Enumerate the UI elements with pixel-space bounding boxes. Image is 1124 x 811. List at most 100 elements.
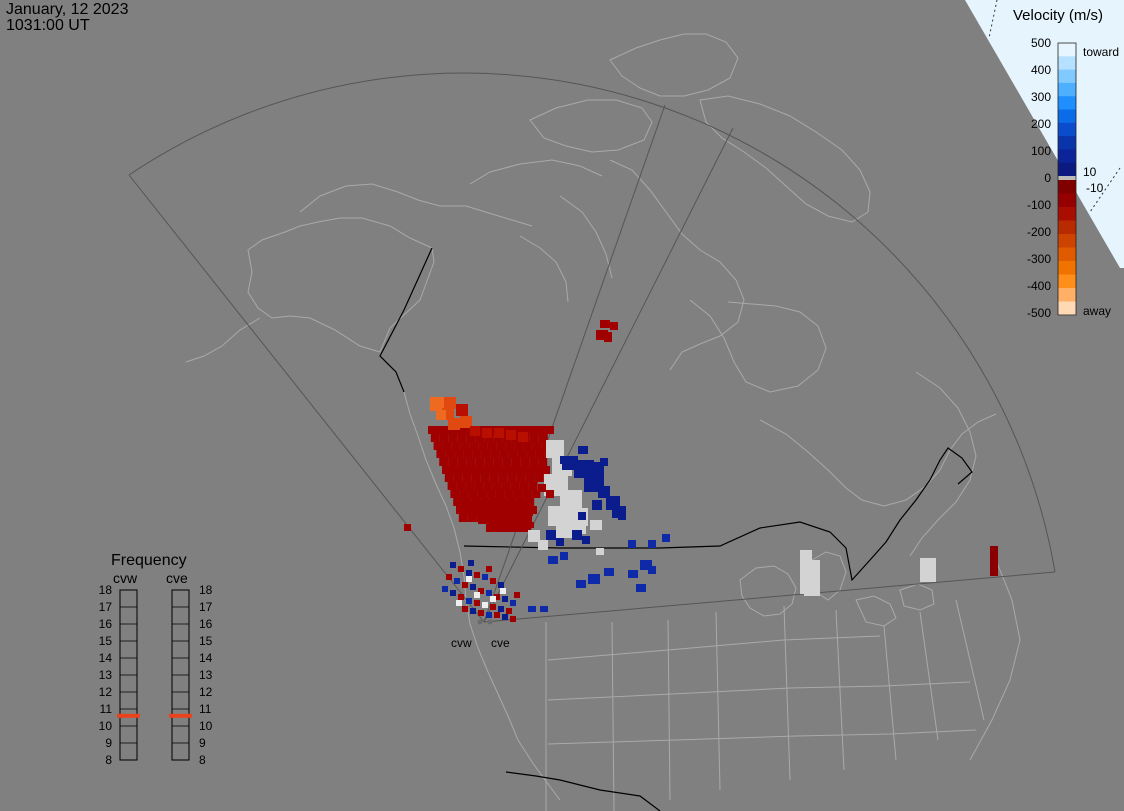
velocity-cell [540,606,548,612]
velocity-colorbar: Velocity (m/s) 500 400 300 200 100 0 -100 -200 -… [1013,7,1119,320]
velocity-cell [648,566,656,574]
frequency-scale-label-left: 15 [99,634,113,648]
colorbar-tick-label: -300 [1027,252,1051,266]
frequency-scale-label-left: 11 [100,702,113,716]
velocity-cell [487,466,496,474]
velocity-cell [598,486,610,498]
frequency-grid: 18 18 17 17 16 16 15 15 14 14 13 13 12 12 11 11 10 10 9 9 8 8 [99,583,213,767]
velocity-cell [454,450,464,458]
velocity-cell [466,598,472,604]
velocity-cell [508,450,518,458]
colorbar-tick-label: 400 [1031,63,1051,77]
velocity-cell [535,450,545,458]
frequency-scale-label-right: 12 [199,685,213,699]
frequency-scale-label-right: 17 [199,600,213,614]
colorbar-tick-label: -100 [1027,198,1051,212]
velocity-cell [497,508,506,516]
colorbar-tick-label: -400 [1027,279,1051,293]
velocity-cell [468,560,474,566]
velocity-cell [531,490,541,498]
velocity-cell [511,434,521,442]
colorbar-tick-label: 200 [1031,117,1051,131]
velocity-cell [488,508,497,516]
velocity-cell [482,428,492,438]
frequency-scale-label-right: 15 [199,634,213,648]
velocity-cell [439,458,449,466]
frequency-scale-label-right: 10 [199,719,213,733]
frequency-scale-label-left: 18 [99,583,113,597]
velocity-cell [442,586,448,592]
colorbar-away-step [1058,193,1076,208]
velocity-cell [451,442,461,450]
velocity-cell [487,516,496,524]
velocity-cell [500,588,506,594]
velocity-cell [479,508,488,516]
station-markers: cvw cve [451,619,510,650]
velocity-cell [453,474,463,482]
velocity-cell [519,482,529,490]
velocity-cell [445,450,455,458]
colorbar-toward-step [1058,122,1076,137]
colorbar-tick-label: 500 [1031,36,1051,50]
velocity-cell [486,566,492,572]
velocity-cell [560,552,568,560]
velocity-cell [541,466,550,474]
velocity-cell [556,522,576,538]
velocity-cell [498,500,507,508]
velocity-cell [523,442,533,450]
colorbar-frame [1057,42,1077,316]
colorbar-small-neg: -10 [1086,181,1104,195]
velocity-cell [428,426,437,434]
velocity-cell [522,524,531,532]
velocity-cell [483,482,493,490]
velocity-cell [534,474,544,482]
velocity-cell [990,546,998,576]
velocity-cell [482,574,488,580]
frequency-scale-label-right: 9 [199,736,206,750]
velocity-cell [474,600,480,606]
velocity-cell [582,536,590,544]
velocity-cell [507,474,517,482]
velocity-cell [474,592,480,598]
colorbar-toward-step [1058,136,1076,150]
frequency-scale-label-right: 14 [199,651,213,665]
velocity-cell [574,460,594,478]
velocity-cell [468,490,478,498]
velocity-cell [578,512,586,520]
velocity-cell [522,490,532,498]
velocity-cell [470,426,480,436]
velocity-cell [466,458,476,466]
velocity-cell [472,450,482,458]
velocity-cell [456,404,468,416]
velocity-cell [495,524,504,532]
velocity-cell [494,612,500,618]
velocity-cell [464,426,473,434]
velocity-cell [436,450,446,458]
velocity-cell [430,397,444,411]
velocity-cell [648,540,656,548]
frequency-scale-label-right: 16 [199,617,213,631]
velocity-cell [538,458,548,466]
velocity-cell [520,458,530,466]
frequency-scale-label-left: 8 [105,753,112,767]
velocity-cell [444,474,454,482]
velocity-cell [640,560,652,570]
velocity-cell [499,450,509,458]
velocity-cell [439,434,449,442]
velocity-cell [636,584,646,592]
velocity-cell [510,600,516,606]
time-label: 1031:00 UT [6,17,90,34]
velocity-cell [513,490,523,498]
velocity-cell [430,434,440,442]
frequency-title: Frequency [111,552,187,569]
colorbar-away-step [1058,261,1076,275]
velocity-cell [804,560,820,596]
colorbar-away-gradient [1058,180,1076,316]
velocity-cell [518,426,527,434]
velocity-cell [514,592,520,598]
velocity-cell [538,484,546,492]
panel-dotted-edge-top [988,0,998,39]
velocity-cell [528,606,536,612]
velocity-cell [466,576,472,582]
velocity-cell [510,616,516,622]
